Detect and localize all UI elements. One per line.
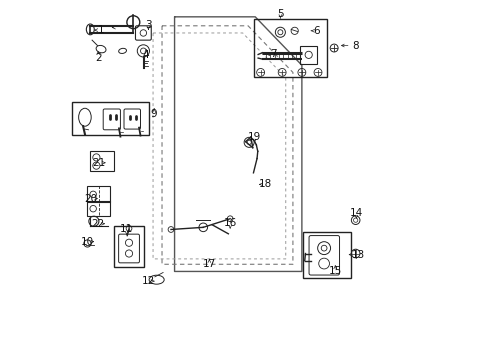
Text: 11: 11 (120, 225, 133, 234)
Text: 21: 21 (92, 158, 105, 168)
Text: 4: 4 (142, 50, 149, 60)
Text: 15: 15 (328, 266, 341, 276)
Text: 14: 14 (349, 208, 362, 218)
Text: 2: 2 (95, 53, 102, 63)
Text: 13: 13 (351, 249, 365, 260)
Text: 5: 5 (277, 9, 283, 19)
Text: 3: 3 (145, 20, 151, 30)
Text: 17: 17 (203, 259, 216, 269)
Text: 1: 1 (98, 25, 104, 35)
Text: 22: 22 (91, 219, 104, 229)
Text: 12: 12 (142, 276, 155, 286)
Text: 8: 8 (352, 41, 358, 50)
Text: 10: 10 (81, 237, 94, 247)
Text: 19: 19 (247, 132, 261, 142)
Text: 6: 6 (312, 26, 319, 36)
Text: 18: 18 (258, 179, 271, 189)
Text: 9: 9 (150, 109, 157, 119)
Text: 7: 7 (269, 49, 276, 59)
Text: 16: 16 (223, 218, 236, 228)
Text: 20: 20 (84, 194, 98, 204)
